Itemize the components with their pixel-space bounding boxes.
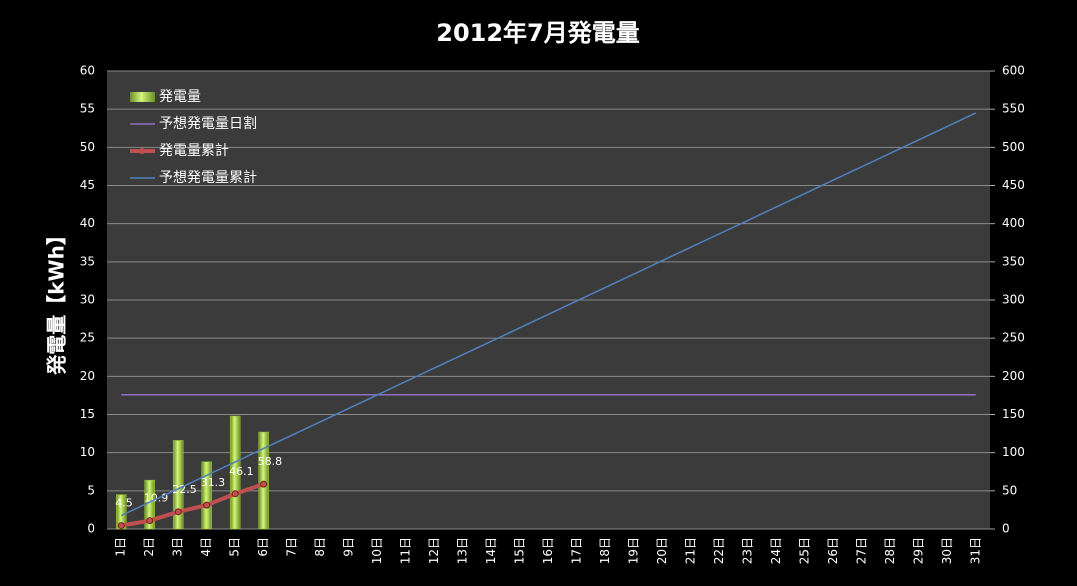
y2-tick-label: 0: [1002, 522, 1010, 536]
bar: [201, 461, 212, 530]
x-tick-label: 29日: [911, 537, 925, 564]
y-tick-label: 5: [87, 483, 95, 497]
line-marker: [146, 517, 154, 525]
data-label: 4.5: [115, 497, 133, 510]
legend-swatch: [130, 92, 155, 102]
x-tick-label: 8日: [313, 537, 327, 557]
x-tick-label: 16日: [541, 537, 555, 564]
line-marker: [117, 522, 125, 530]
x-tick-label: 1日: [114, 537, 128, 557]
y-tick-label: 15: [80, 407, 95, 421]
x-tick-label: 11日: [399, 537, 413, 564]
y-tick-label: 25: [80, 331, 95, 345]
x-tick-label: 4日: [199, 537, 213, 557]
y-tick-label: 10: [80, 445, 95, 459]
y2-tick-label: 150: [1002, 407, 1025, 421]
y2-tick-label: 400: [1002, 216, 1025, 230]
x-tick-label: 15日: [513, 537, 527, 564]
x-tick-label: 5日: [228, 537, 242, 557]
x-tick-label: 27日: [854, 537, 868, 564]
data-label: 31.3: [201, 476, 226, 489]
data-label: 46.1: [229, 465, 254, 478]
line-marker: [174, 508, 182, 516]
bar: [172, 440, 184, 530]
x-tick-label: 22日: [712, 537, 726, 564]
x-tick-label: 21日: [683, 537, 697, 564]
x-tick-label: 24日: [769, 537, 783, 564]
x-tick-label: 28日: [883, 537, 897, 564]
y-tick-label: 60: [80, 64, 95, 78]
line-series: [120, 112, 977, 517]
y2-tick-label: 450: [1002, 178, 1025, 192]
chart-title: 2012年7月発電量: [436, 19, 640, 47]
x-tick-label: 10日: [370, 537, 384, 564]
legend-label: 予想発電量日割: [159, 115, 257, 132]
y2-tick-label: 550: [1002, 102, 1025, 116]
x-tick-label: 14日: [484, 537, 498, 564]
line-series: [120, 482, 265, 528]
y-tick-label: 55: [80, 102, 95, 116]
x-tick-label: 9日: [342, 537, 356, 557]
x-tick-label: 19日: [626, 537, 640, 564]
x-tick-label: 7日: [285, 537, 299, 557]
y-tick-label: 20: [80, 369, 95, 383]
y2-tick-label: 500: [1002, 140, 1025, 154]
line-marker: [260, 480, 268, 488]
y2-tick-label: 300: [1002, 293, 1025, 307]
line-marker: [203, 501, 211, 509]
bar: [229, 415, 241, 530]
x-tick-label: 30日: [940, 537, 954, 564]
x-tick-label: 20日: [655, 537, 669, 564]
y2-tick-label: 100: [1002, 445, 1025, 459]
y-tick-label: 30: [80, 293, 95, 307]
x-tick-label: 6日: [256, 537, 270, 557]
x-tick-label: 26日: [826, 537, 840, 564]
x-tick-label: 13日: [456, 537, 470, 564]
y-tick-label: 35: [80, 254, 95, 268]
data-label: 22.5: [172, 483, 197, 496]
x-tick-label: 2日: [142, 537, 156, 557]
y2-tick-label: 350: [1002, 254, 1025, 268]
data-label: 58.8: [258, 455, 283, 468]
legend-label: 予想発電量累計: [159, 170, 257, 186]
y2-tick-label: 200: [1002, 369, 1025, 383]
y-tick-label: 45: [80, 178, 95, 192]
y-tick-label: 40: [80, 216, 95, 230]
x-tick-label: 31日: [968, 537, 982, 564]
y2-tick-label: 600: [1002, 64, 1025, 78]
x-tick-label: 12日: [427, 537, 441, 564]
legend-marker: [139, 148, 145, 154]
y-axis-label: 発電量【kWh】: [45, 225, 69, 376]
bar: [258, 431, 269, 530]
y2-tick-label: 50: [1002, 483, 1017, 497]
x-tick-label: 18日: [598, 537, 612, 564]
legend-label: 発電量累計: [159, 143, 229, 159]
y-tick-label: 50: [80, 140, 95, 154]
x-tick-label: 17日: [569, 537, 583, 564]
legend-label: 発電量: [159, 89, 201, 105]
y2-tick-label: 250: [1002, 331, 1025, 345]
x-tick-label: 3日: [171, 537, 185, 557]
line-marker: [231, 490, 239, 498]
x-tick-label: 25日: [797, 537, 811, 564]
y-tick-label: 0: [87, 522, 95, 536]
x-tick-label: 23日: [740, 537, 754, 564]
